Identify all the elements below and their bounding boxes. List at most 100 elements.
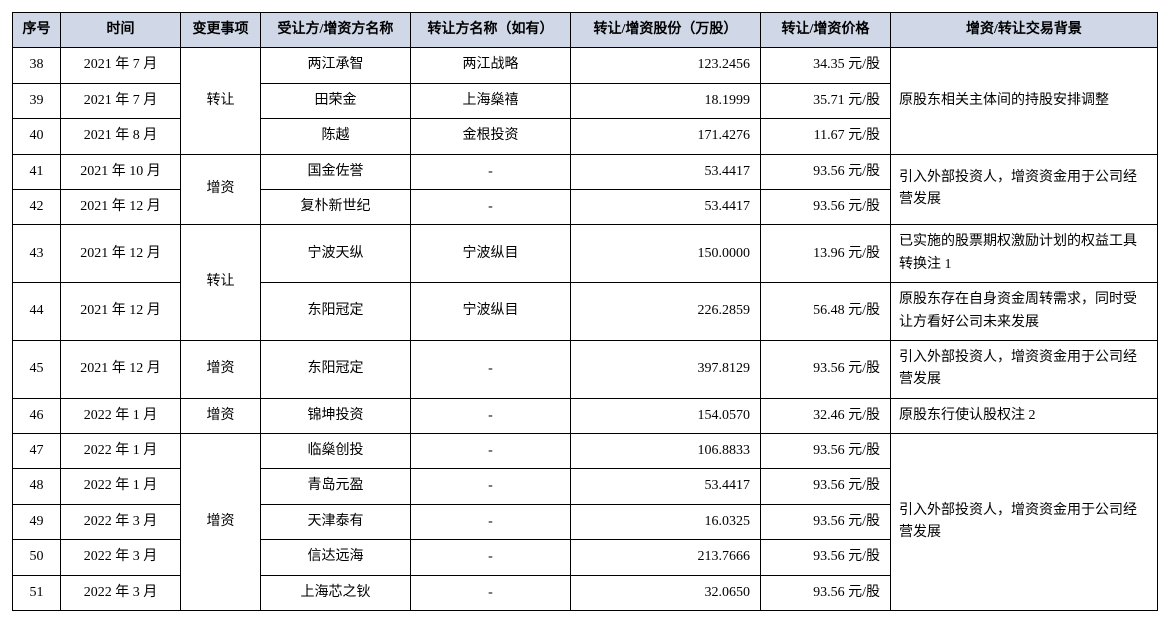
cell-seq: 40	[13, 119, 61, 154]
cell-shares: 397.8129	[571, 340, 761, 398]
cell-time: 2021 年 12 月	[61, 189, 181, 224]
cell-price: 93.56 元/股	[761, 540, 891, 575]
table-row: 46 2022 年 1 月 增资 锦坤投资 - 154.0570 32.46 元…	[13, 398, 1158, 433]
cell-price: 13.96 元/股	[761, 225, 891, 283]
table-row: 38 2021 年 7 月 转让 两江承智 两江战略 123.2456 34.3…	[13, 48, 1158, 83]
cell-price: 56.48 元/股	[761, 283, 891, 341]
cell-time: 2021 年 12 月	[61, 283, 181, 341]
cell-recipient: 复朴新世纪	[261, 189, 411, 224]
cell-transferor: -	[411, 504, 571, 539]
table-row: 45 2021 年 12 月 增资 东阳冠定 - 397.8129 93.56 …	[13, 340, 1158, 398]
cell-shares: 123.2456	[571, 48, 761, 83]
cell-transferor: 宁波纵目	[411, 283, 571, 341]
cell-price: 11.67 元/股	[761, 119, 891, 154]
cell-transferor: -	[411, 575, 571, 610]
cell-time: 2022 年 3 月	[61, 540, 181, 575]
cell-shares: 171.4276	[571, 119, 761, 154]
table-row: 47 2022 年 1 月 增资 临燊创投 - 106.8833 93.56 元…	[13, 434, 1158, 469]
col-time: 时间	[61, 13, 181, 48]
cell-time: 2022 年 1 月	[61, 398, 181, 433]
cell-seq: 49	[13, 504, 61, 539]
col-transferor: 转让方名称（如有）	[411, 13, 571, 48]
cell-recipient: 东阳冠定	[261, 340, 411, 398]
cell-price: 93.56 元/股	[761, 154, 891, 189]
cell-time: 2021 年 7 月	[61, 83, 181, 118]
cell-shares: 18.1999	[571, 83, 761, 118]
cell-transferor: -	[411, 340, 571, 398]
cell-background: 已实施的股票期权激励计划的权益工具转换注 1	[891, 225, 1158, 283]
cell-time: 2021 年 7 月	[61, 48, 181, 83]
cell-background: 原股东相关主体间的持股安排调整	[891, 48, 1158, 154]
cell-recipient: 上海芯之钬	[261, 575, 411, 610]
cell-type: 转让	[181, 48, 261, 154]
equity-change-table: 序号 时间 变更事项 受让方/增资方名称 转让方名称（如有） 转让/增资股份（万…	[12, 12, 1158, 611]
cell-time: 2021 年 12 月	[61, 340, 181, 398]
cell-transferor: 金根投资	[411, 119, 571, 154]
cell-price: 93.56 元/股	[761, 340, 891, 398]
cell-recipient: 宁波天纵	[261, 225, 411, 283]
cell-transferor: -	[411, 434, 571, 469]
table-row: 41 2021 年 10 月 增资 国金佐誉 - 53.4417 93.56 元…	[13, 154, 1158, 189]
cell-time: 2022 年 1 月	[61, 434, 181, 469]
table-row: 43 2021 年 12 月 转让 宁波天纵 宁波纵目 150.0000 13.…	[13, 225, 1158, 283]
cell-price: 32.46 元/股	[761, 398, 891, 433]
cell-recipient: 两江承智	[261, 48, 411, 83]
cell-shares: 106.8833	[571, 434, 761, 469]
cell-type: 增资	[181, 340, 261, 398]
cell-recipient: 东阳冠定	[261, 283, 411, 341]
cell-shares: 53.4417	[571, 154, 761, 189]
cell-transferor: 两江战略	[411, 48, 571, 83]
cell-seq: 38	[13, 48, 61, 83]
cell-recipient: 陈越	[261, 119, 411, 154]
cell-shares: 53.4417	[571, 469, 761, 504]
cell-shares: 53.4417	[571, 189, 761, 224]
cell-seq: 43	[13, 225, 61, 283]
cell-transferor: -	[411, 189, 571, 224]
cell-recipient: 天津泰有	[261, 504, 411, 539]
cell-price: 93.56 元/股	[761, 189, 891, 224]
cell-transferor: 宁波纵目	[411, 225, 571, 283]
cell-seq: 41	[13, 154, 61, 189]
cell-time: 2021 年 8 月	[61, 119, 181, 154]
cell-background: 引入外部投资人，增资资金用于公司经营发展	[891, 154, 1158, 225]
cell-price: 93.56 元/股	[761, 575, 891, 610]
cell-seq: 51	[13, 575, 61, 610]
cell-shares: 213.7666	[571, 540, 761, 575]
cell-time: 2022 年 1 月	[61, 469, 181, 504]
cell-seq: 50	[13, 540, 61, 575]
col-shares: 转让/增资股份（万股）	[571, 13, 761, 48]
cell-background: 原股东存在自身资金周转需求，同时受让方看好公司未来发展	[891, 283, 1158, 341]
cell-seq: 48	[13, 469, 61, 504]
cell-seq: 42	[13, 189, 61, 224]
cell-seq: 45	[13, 340, 61, 398]
cell-seq: 47	[13, 434, 61, 469]
cell-seq: 39	[13, 83, 61, 118]
col-recipient: 受让方/增资方名称	[261, 13, 411, 48]
cell-background: 引入外部投资人，增资资金用于公司经营发展	[891, 434, 1158, 611]
cell-type: 增资	[181, 398, 261, 433]
cell-type: 转让	[181, 225, 261, 341]
cell-price: 93.56 元/股	[761, 469, 891, 504]
cell-time: 2022 年 3 月	[61, 504, 181, 539]
cell-shares: 150.0000	[571, 225, 761, 283]
cell-recipient: 国金佐誉	[261, 154, 411, 189]
cell-transferor: -	[411, 154, 571, 189]
cell-recipient: 信达远海	[261, 540, 411, 575]
cell-time: 2021 年 12 月	[61, 225, 181, 283]
cell-shares: 32.0650	[571, 575, 761, 610]
cell-recipient: 田荣金	[261, 83, 411, 118]
cell-type: 增资	[181, 154, 261, 225]
col-price: 转让/增资价格	[761, 13, 891, 48]
cell-shares: 226.2859	[571, 283, 761, 341]
table-header-row: 序号 时间 变更事项 受让方/增资方名称 转让方名称（如有） 转让/增资股份（万…	[13, 13, 1158, 48]
cell-type: 增资	[181, 434, 261, 611]
cell-background: 引入外部投资人，增资资金用于公司经营发展	[891, 340, 1158, 398]
cell-time: 2022 年 3 月	[61, 575, 181, 610]
cell-transferor: -	[411, 469, 571, 504]
col-seq: 序号	[13, 13, 61, 48]
cell-seq: 44	[13, 283, 61, 341]
cell-transferor: 上海燊禧	[411, 83, 571, 118]
cell-recipient: 临燊创投	[261, 434, 411, 469]
cell-price: 93.56 元/股	[761, 504, 891, 539]
cell-price: 35.71 元/股	[761, 83, 891, 118]
